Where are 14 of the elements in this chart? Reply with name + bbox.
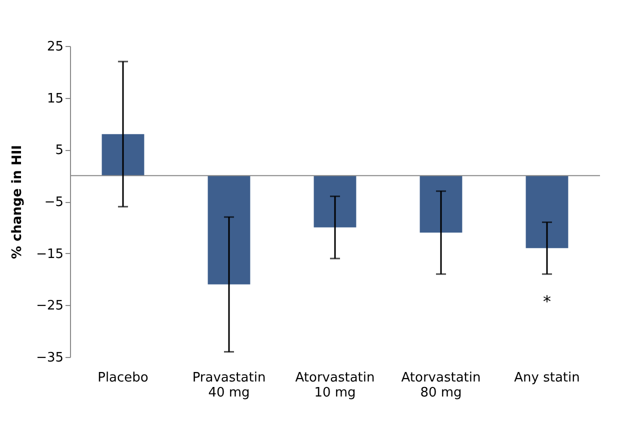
y-axis-title: % change in HII (10, 145, 26, 259)
y-tick-label: 5 (55, 143, 64, 158)
x-tick-label: Atorvastatin 10 mg (295, 370, 375, 400)
x-tick-label: Any statin (514, 370, 580, 386)
y-tick-label: −35 (36, 350, 64, 366)
annotation: * (543, 292, 551, 312)
y-tick-label: 25 (46, 40, 64, 54)
x-tick-label: Atorvastatin 80 mg (401, 370, 481, 400)
y-tick-label: −15 (36, 246, 64, 262)
y-tick-label: −25 (36, 298, 64, 314)
y-tick-label: 15 (46, 91, 64, 106)
y-tick-label: −5 (44, 195, 64, 210)
x-tick-label: Pravastatin 40 mg (192, 370, 266, 400)
x-tick-label: Placebo (98, 370, 148, 386)
